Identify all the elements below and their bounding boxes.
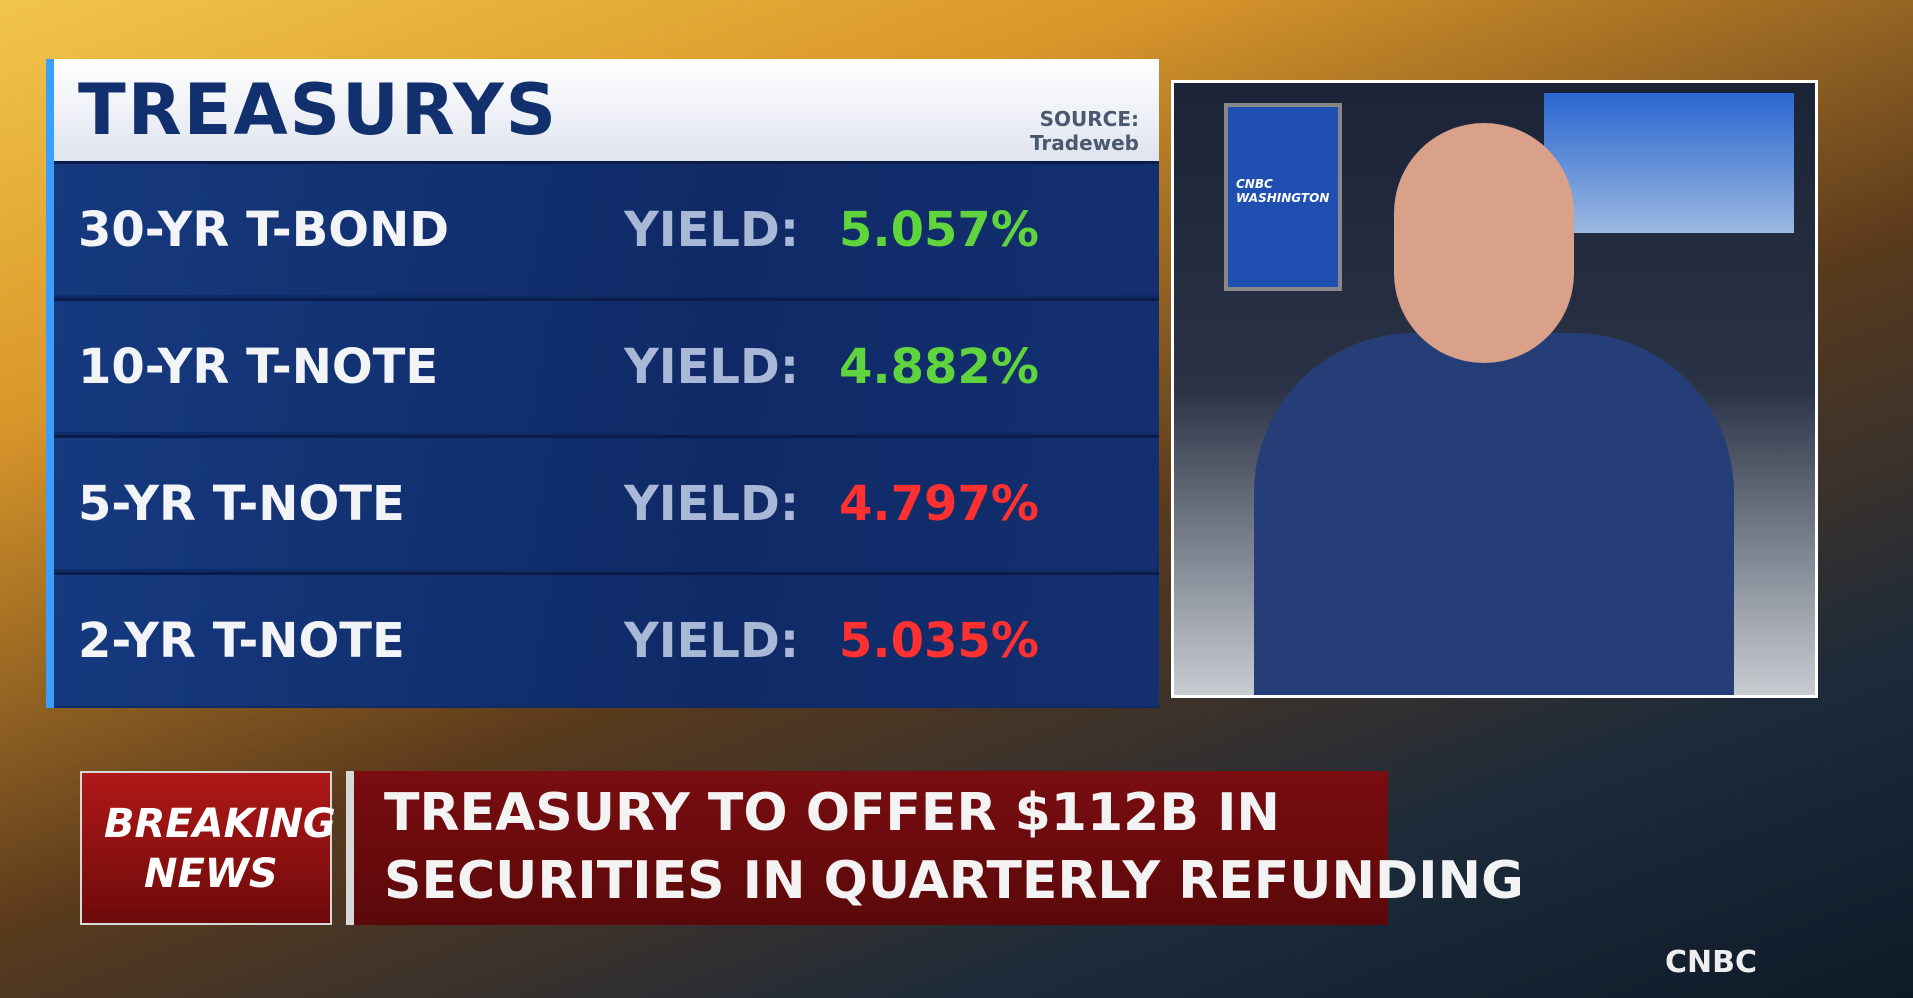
yield-row: 2-YR T-NOTE YIELD: 5.035%	[54, 572, 1159, 706]
bond-name: 2-YR T-NOTE	[78, 613, 405, 669]
headline: TREASURY TO OFFER $112B IN SECURITIES IN…	[346, 771, 1524, 925]
logo: CNBC	[1665, 945, 1758, 980]
yield-value: 4.797%	[839, 476, 1039, 532]
presenter-head	[1394, 123, 1574, 363]
bond-name: 5-YR T-NOTE	[78, 476, 405, 532]
yield-label: YIELD:	[624, 202, 800, 258]
panel-header: TREASURYS SOURCE: Tradeweb	[54, 59, 1159, 161]
source-label: SOURCE:	[1039, 107, 1139, 131]
source-name: Tradeweb	[1029, 131, 1139, 155]
monitor: CNBC WASHINGTON	[1224, 103, 1342, 291]
yield-label: YIELD:	[624, 476, 800, 532]
yield-value: 5.057%	[839, 202, 1039, 258]
source: SOURCE: Tradeweb	[1030, 107, 1139, 155]
tag-line: BREAKING	[104, 801, 336, 847]
presenter	[1254, 333, 1734, 695]
yield-row: 10-YR T-NOTE YIELD: 4.882%	[54, 298, 1159, 432]
yield-row: 30-YR T-BOND YIELD: 5.057%	[54, 161, 1159, 295]
breaking-tag: BREAKING NEWS	[80, 771, 336, 925]
headline-line: TREASURY TO OFFER $112B IN	[384, 783, 1280, 843]
yield-value: 5.035%	[839, 613, 1039, 669]
headline-line: SECURITIES IN QUARTERLY REFUNDING	[384, 851, 1524, 911]
panel-title: TREASURYS	[78, 69, 559, 151]
treasury-panel: TREASURYS SOURCE: Tradeweb 30-YR T-BOND Y…	[46, 59, 1159, 708]
monitor-text: CNBC WASHINGTON	[1236, 177, 1330, 205]
yield-value: 4.882%	[839, 339, 1039, 395]
bond-name: 30-YR T-BOND	[78, 202, 450, 258]
tag-line: NEWS	[144, 851, 278, 897]
yield-label: YIELD:	[624, 339, 800, 395]
bond-name: 10-YR T-NOTE	[78, 339, 439, 395]
yield-row: 5-YR T-NOTE YIELD: 4.797%	[54, 435, 1159, 569]
yield-label: YIELD:	[624, 613, 800, 669]
video-feed: CNBC WASHINGTON	[1171, 80, 1818, 698]
monitor-2	[1544, 93, 1794, 233]
